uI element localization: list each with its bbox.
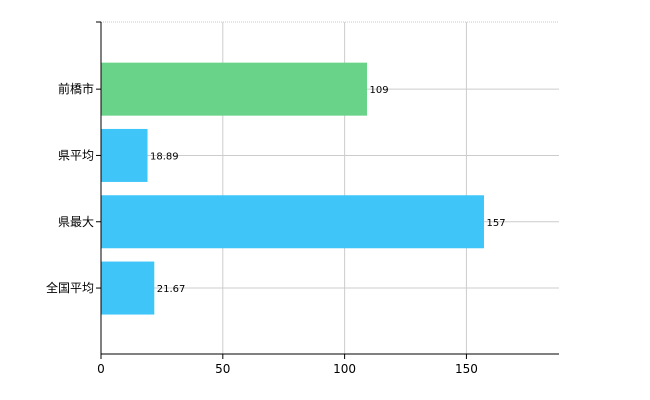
data-labels: 109 18.89 157 21.67: [150, 85, 506, 295]
bar: [101, 128, 148, 182]
x-tick-label: 150: [455, 362, 478, 376]
x-tick-label: 100: [333, 362, 356, 376]
bar: [101, 195, 484, 249]
category-label: 全国平均: [46, 280, 94, 295]
data-label: 21.67: [157, 284, 186, 295]
bars: [101, 62, 484, 315]
data-label: 157: [486, 218, 505, 229]
tick-labels: 0 50 100 150: [97, 362, 478, 376]
bar: [101, 261, 155, 315]
axes: [96, 21, 559, 359]
x-tick-label: 50: [215, 362, 230, 376]
x-tick-label: 0: [97, 362, 105, 376]
bar: [101, 62, 368, 116]
category-label: 県平均: [58, 148, 94, 162]
data-label: 18.89: [150, 151, 179, 162]
data-label: 109: [370, 85, 389, 96]
category-label: 県最大: [58, 215, 94, 229]
category-label: 前橋市: [58, 81, 94, 96]
